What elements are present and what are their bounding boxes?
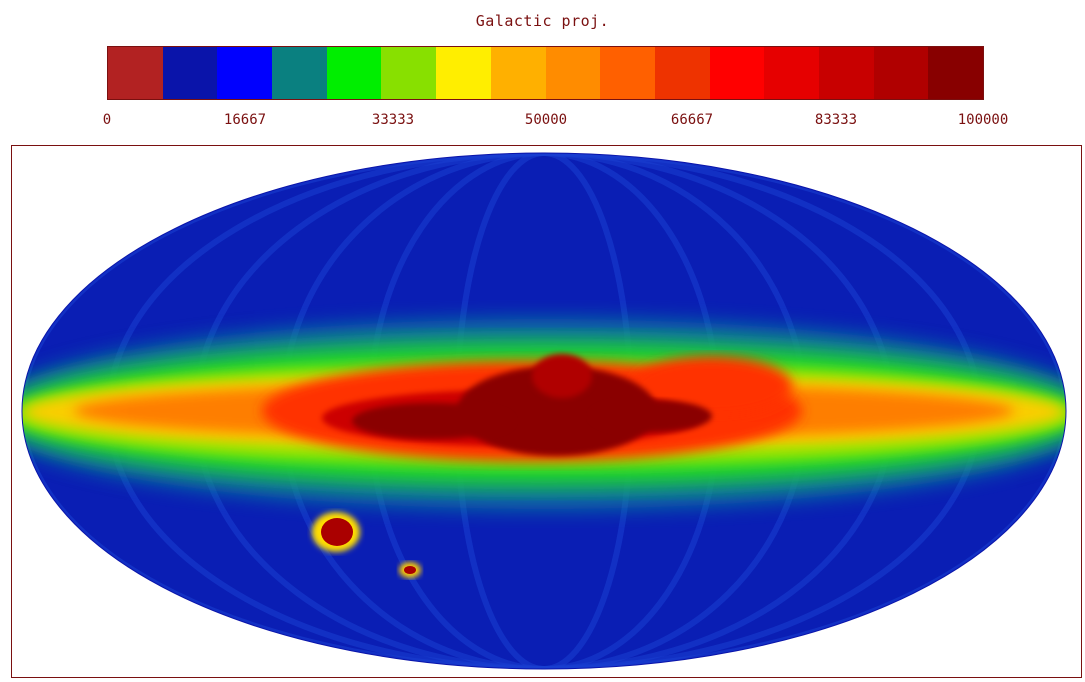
colorbar-segment bbox=[217, 47, 273, 99]
colorbar-segment bbox=[490, 47, 546, 99]
colorbar-tick-label: 33333 bbox=[371, 112, 415, 128]
colorbar-segment bbox=[272, 47, 327, 99]
colorbar-segment bbox=[545, 47, 601, 99]
colorbar-segment bbox=[709, 47, 765, 99]
colorbar-segment bbox=[600, 47, 655, 99]
colorbar-ticks: 0 16667 33333 50000 66667 83333 100000 bbox=[0, 112, 1085, 132]
colorbar-segment bbox=[873, 47, 929, 99]
colorbar-tick-label: 83333 bbox=[814, 112, 858, 128]
colorbar-segment bbox=[764, 47, 819, 99]
colorbar-segment bbox=[108, 47, 163, 99]
colorbar-segment bbox=[162, 47, 218, 99]
colorbar-tick-label: 100000 bbox=[957, 112, 1009, 128]
galactic-center bbox=[457, 366, 657, 456]
lmc-core bbox=[321, 518, 353, 546]
colorbar-segment bbox=[928, 47, 983, 99]
colorbar-segment bbox=[381, 47, 437, 99]
galactic-center bbox=[592, 400, 712, 432]
sky-outline bbox=[21, 152, 1067, 670]
galactic-center bbox=[532, 354, 592, 398]
galactic-center bbox=[352, 403, 512, 439]
colorbar-segment bbox=[436, 47, 491, 99]
sky-map bbox=[21, 152, 1067, 670]
colorbar-segment bbox=[326, 47, 382, 99]
plot-frame bbox=[11, 145, 1082, 678]
colorbar bbox=[107, 46, 984, 100]
colorbar-segment bbox=[818, 47, 874, 99]
colorbar-segment bbox=[654, 47, 710, 99]
colorbar-tick-label: 66667 bbox=[670, 112, 714, 128]
colorbar-tick-label: 50000 bbox=[524, 112, 568, 128]
smc-core bbox=[404, 566, 416, 574]
sky-emission bbox=[22, 153, 1066, 669]
colorbar-tick-label: 16667 bbox=[223, 112, 267, 128]
chart-title: Galactic proj. bbox=[475, 12, 610, 30]
colorbar-tick-label: 0 bbox=[102, 112, 112, 128]
